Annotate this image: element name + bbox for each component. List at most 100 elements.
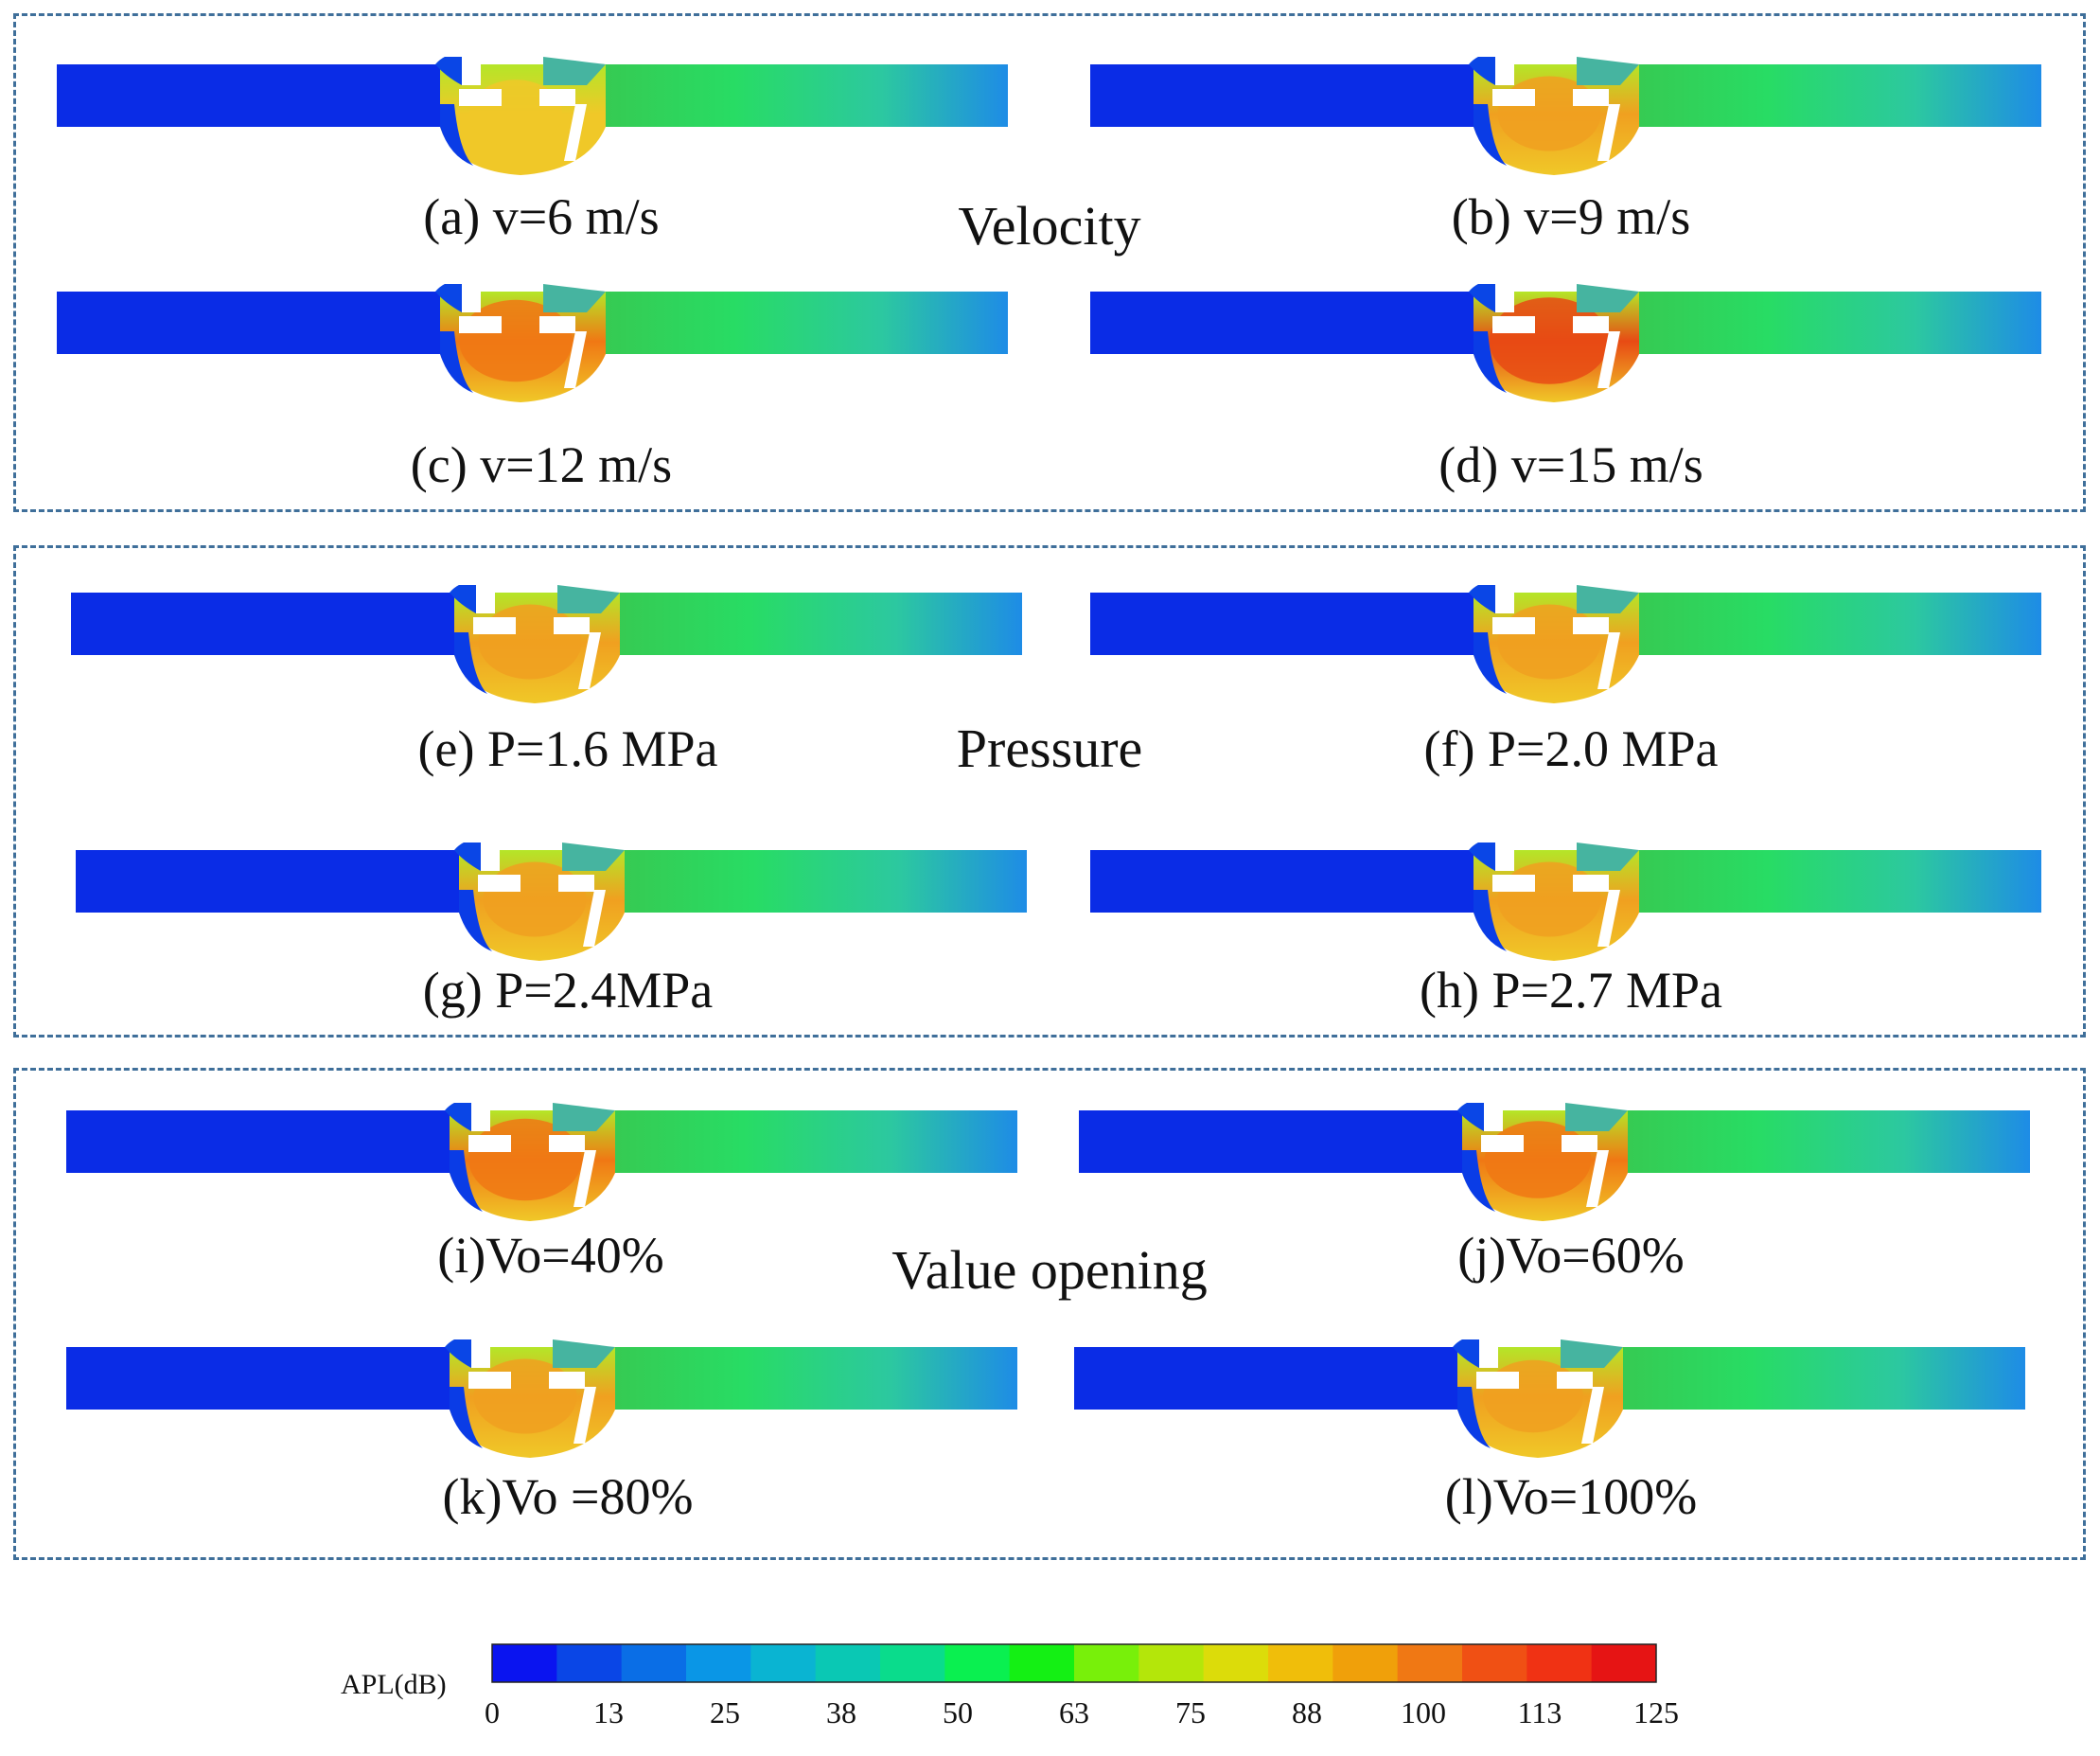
valve-disc-right [1573,617,1620,689]
valve-chamber-edge [1462,1150,1495,1212]
contour-plot [1090,284,2046,402]
high-noise-core [478,604,582,680]
case-caption: (f) P=2.0 MPa [1423,720,1719,777]
bonnet-right [1565,1103,1628,1131]
outlet-pipe [606,850,1027,913]
valve-disc-left [468,1103,511,1152]
color-bar-segment [492,1644,557,1682]
bonnet-left [1457,1103,1484,1131]
legend-tick: 25 [710,1695,740,1729]
legend-tick: 0 [485,1695,500,1729]
valve-disc-left [459,284,502,333]
color-bar-segment [750,1644,817,1682]
bonnet-left [450,585,476,613]
bonnet-right [1577,585,1639,613]
contour-plot [1090,843,2046,961]
case-caption: (g) P=2.4MPa [422,962,714,1019]
bonnet-right [1577,843,1639,871]
outlet-pipe [1620,64,2041,127]
valve-flow-contour [76,843,1027,961]
valve-disc-right [1573,316,1620,388]
valve-chamber-edge [459,890,492,951]
valve-disc-left [1481,1103,1524,1152]
valve-disc-right [1573,875,1620,947]
legend-tick: 88 [1292,1695,1322,1729]
bonnet-left [1469,585,1495,613]
bonnet-right [557,585,620,613]
valve-disc-left [1492,585,1535,634]
outlet-pipe [1609,1110,2030,1173]
high-noise-core [1497,76,1601,151]
bonnet-left [445,1339,471,1368]
valve-disc-left [473,585,516,634]
valve-disc-right [549,1372,596,1444]
valve-flow-contour [1090,585,2041,703]
color-bar-segment [1268,1644,1333,1682]
valve-chamber-edge [1474,331,1507,393]
inlet-pipe [71,593,468,655]
inlet-pipe [66,1347,464,1410]
group-title: Pressure [956,718,1143,779]
valve-flow-contour [1090,57,2041,175]
color-bar-segment [1203,1644,1269,1682]
legend-tick: 75 [1175,1695,1206,1729]
color-bar-segment [686,1644,751,1682]
valve-disc-right [1573,89,1620,161]
inlet-pipe [1079,1110,1476,1173]
legend-tick: 50 [943,1695,973,1729]
bonnet-right [543,284,606,312]
color-bar-segment [1074,1644,1139,1682]
bonnet-right [553,1103,615,1131]
valve-flow-contour [1079,1103,2030,1221]
contour-plot [66,1103,1022,1221]
valve-disc-right [1557,1372,1604,1444]
valve-flow-contour [66,1339,1017,1458]
case-caption: (b) v=9 m/s [1451,188,1691,245]
legend-tick: 13 [593,1695,624,1729]
valve-chamber-edge [440,331,473,393]
high-noise-core [1497,604,1601,680]
outlet-pipe [1620,292,2041,354]
inlet-pipe [1090,64,1488,127]
color-bar-segment [1462,1644,1527,1682]
case-caption: (a) v=6 m/s [423,188,660,245]
legend-label: APL(dB) [341,1669,447,1700]
bonnet-left [435,284,462,312]
valve-opening-group: Value opening [13,1068,2086,1560]
color-bar-segment [1009,1644,1075,1682]
valve-flow-contour [1090,284,2041,402]
valve-disc-right [558,875,606,947]
color-bar-segment [1591,1644,1657,1682]
contour-plot [57,57,1013,175]
contour-plot [76,843,1032,961]
bonnet-left [1469,284,1495,312]
legend-tick: 100 [1401,1695,1446,1729]
group-title: Value opening [891,1239,1208,1301]
valve-flow-contour [66,1103,1017,1221]
bonnet-right [553,1339,615,1368]
color-legend: APL(dB) 0 13 25 38 50 63 75 88 100 113 125 [341,1642,1703,1729]
valve-disc-right [539,316,587,388]
legend-tick: 125 [1633,1695,1679,1729]
high-noise-core [1497,861,1601,937]
group-title: Velocity [958,195,1141,257]
color-bar-segment [1526,1644,1593,1682]
outlet-pipe [1620,593,2041,655]
case-caption: (j)Vo=60% [1457,1227,1685,1284]
outlet-pipe [587,64,1008,127]
valve-flow-contour [1074,1339,2025,1458]
valve-chamber-edge [1474,632,1507,694]
bonnet-left [1469,843,1495,871]
outlet-pipe [596,1110,1017,1173]
bonnet-left [1453,1339,1479,1368]
valve-flow-contour [57,284,1008,402]
high-noise-core [1483,1359,1583,1433]
inlet-pipe [1090,593,1488,655]
color-bar-segment [815,1644,881,1682]
bonnet-left [1469,57,1495,85]
outlet-pipe [601,593,1022,655]
color-bar-frame [491,1643,1657,1683]
valve-chamber-edge [1474,890,1507,951]
valve-chamber-edge [1474,104,1507,166]
valve-flow-contour [57,57,1008,175]
